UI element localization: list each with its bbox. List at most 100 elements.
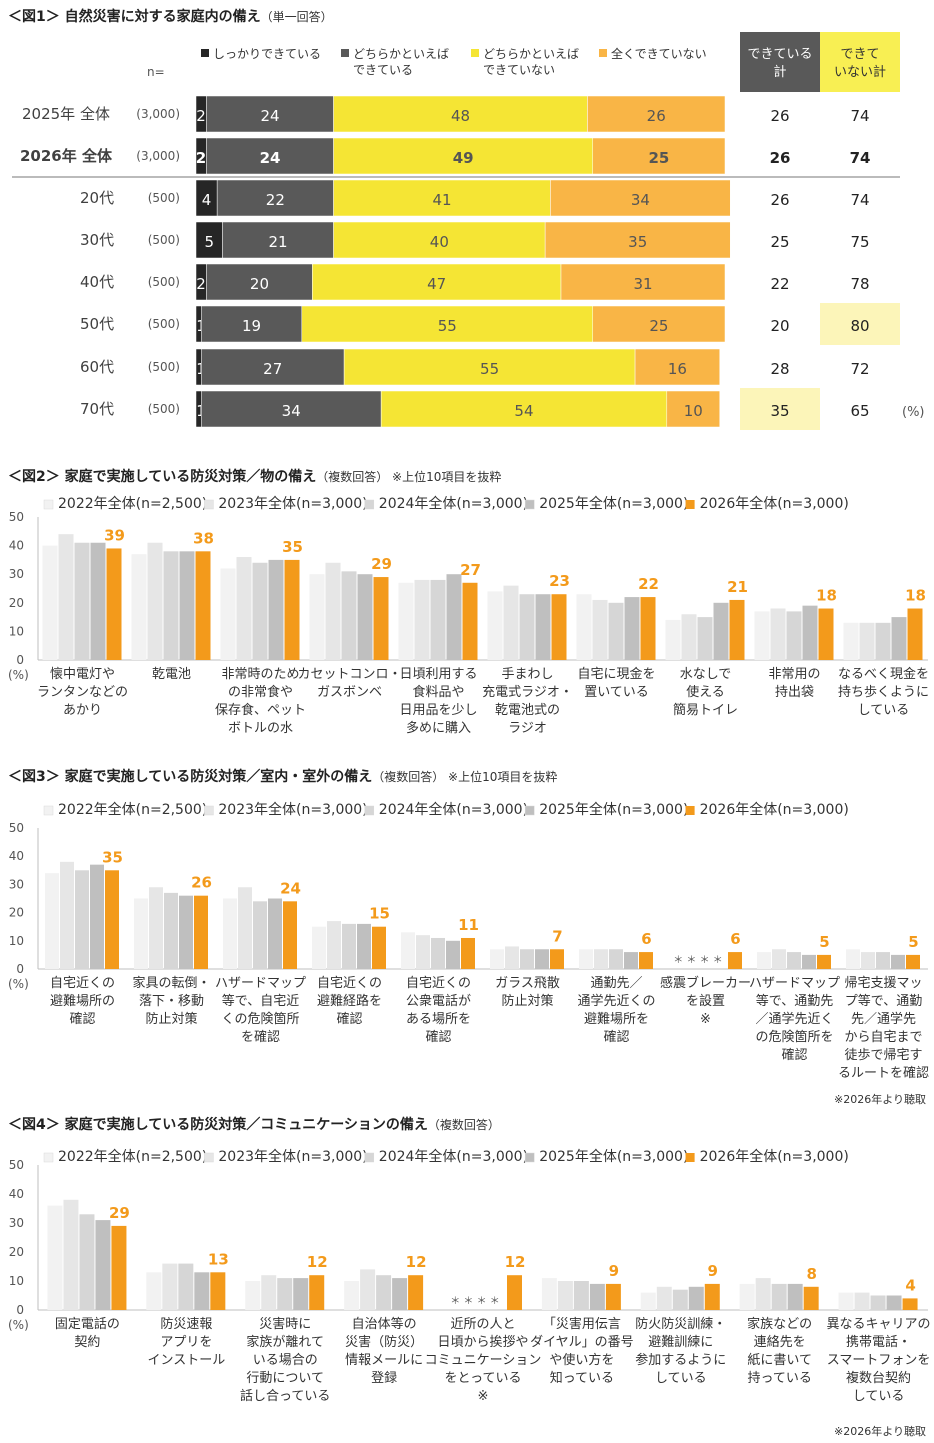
category-label: 日用品を少し — [399, 703, 477, 718]
bar — [253, 901, 267, 969]
legend-label: 2022年全体(n=2,500) — [58, 1148, 207, 1165]
category-label: 避難経路を — [317, 993, 382, 1009]
segment-value: 34 — [631, 191, 650, 209]
bar — [416, 935, 430, 969]
bar — [357, 923, 371, 969]
y-tick-label: 50 — [9, 821, 24, 835]
bar — [846, 949, 860, 969]
col-header-label: できて — [840, 47, 879, 62]
bar — [818, 608, 834, 660]
data-label: 6 — [641, 930, 651, 948]
category-label: ガスボンベ — [317, 685, 382, 700]
legend-swatch — [364, 499, 375, 510]
bar — [47, 1205, 63, 1310]
segment-value: 40 — [430, 233, 449, 251]
category-label: 行動について — [246, 1371, 324, 1386]
unit-label: (%) — [8, 977, 29, 991]
bar — [79, 1214, 95, 1310]
category-label: 食料品や — [412, 684, 464, 700]
bar — [398, 582, 414, 660]
category-label: 災害（防災） — [345, 1334, 423, 1350]
fig4-subtitle: （複数回答） — [427, 1118, 500, 1132]
segment-value: 1 — [196, 360, 206, 378]
row-label: 40代 — [80, 273, 114, 291]
stacked-segment — [592, 137, 726, 175]
category-label: 水なしで — [680, 667, 732, 682]
data-label: 18 — [905, 587, 926, 605]
data-label: 29 — [109, 1204, 130, 1222]
bar — [520, 949, 534, 969]
data-label: 38 — [193, 529, 214, 547]
bar — [728, 952, 742, 969]
col-header-label: いない計 — [834, 64, 886, 80]
row-n: (500) — [148, 275, 180, 289]
done-total: 26 — [770, 149, 791, 167]
bar — [261, 1275, 277, 1310]
category-label: 避難場所を — [584, 1012, 649, 1027]
bar — [245, 1281, 261, 1310]
bar — [891, 617, 907, 660]
bar — [179, 551, 195, 660]
bar — [875, 622, 891, 660]
row-n: (500) — [148, 402, 180, 416]
legend-swatch — [471, 49, 479, 57]
bar — [414, 579, 430, 660]
segment-value: 16 — [668, 360, 687, 378]
bar — [392, 1278, 408, 1310]
data-label: 9 — [708, 1262, 718, 1280]
category-label: 「災害用伝言 — [543, 1316, 621, 1332]
stacked-segment — [201, 390, 382, 428]
bar — [656, 1286, 672, 1310]
category-label: を設置 — [686, 993, 725, 1009]
category-label: 感震ブレーカー — [660, 975, 751, 991]
col-header-label: できている — [747, 47, 812, 62]
bar — [446, 574, 462, 660]
category-label: 通勤先／ — [590, 976, 642, 991]
legend-label: できていない — [483, 63, 555, 77]
stacked-segment — [544, 221, 731, 259]
data-label: 5 — [908, 933, 918, 951]
y-tick-label: 0 — [16, 962, 24, 976]
bar — [576, 594, 592, 660]
bar — [624, 952, 638, 969]
row-label: 70代 — [80, 400, 114, 418]
segment-value: 10 — [684, 402, 703, 420]
legend-swatch — [364, 805, 375, 816]
y-tick-label: 20 — [9, 596, 24, 610]
segment-value: 20 — [250, 275, 269, 293]
bar — [147, 542, 163, 660]
legend-swatch — [685, 500, 695, 509]
bar — [787, 1283, 803, 1310]
data-label: 23 — [549, 572, 570, 590]
legend-label: 2023年全体(n=3,000) — [218, 1148, 367, 1165]
category-label: 自宅近くの — [317, 976, 382, 991]
legend-label: 2026年全体(n=3,000) — [700, 495, 849, 512]
bar — [309, 574, 325, 660]
category-label: 多めに購入 — [406, 720, 471, 736]
bar — [236, 557, 252, 660]
bar — [162, 1263, 178, 1310]
row-n: (500) — [148, 233, 180, 247]
segment-value: 2 — [196, 149, 206, 167]
category-label: 連絡先を — [754, 1334, 806, 1350]
bar — [876, 952, 890, 969]
bar — [843, 622, 859, 660]
data-label: 39 — [104, 526, 125, 544]
done-total: 25 — [770, 233, 789, 251]
bar — [360, 1269, 376, 1310]
row-n: (500) — [148, 191, 180, 205]
segment-value: 4 — [202, 191, 212, 209]
bar — [462, 582, 478, 660]
category-label: 日頃利用する — [399, 667, 477, 682]
stacked-segment — [206, 137, 334, 175]
y-tick-label: 10 — [9, 1274, 24, 1288]
bar — [688, 1286, 704, 1310]
legend-label: どちらかといえば — [353, 47, 449, 61]
bar — [74, 542, 90, 660]
category-label: あかり — [63, 703, 102, 718]
bar — [58, 534, 74, 660]
bar — [640, 597, 656, 660]
stacked-segment — [587, 95, 726, 133]
category-label: るルートを確認 — [838, 1065, 929, 1081]
legend-swatch — [204, 1152, 214, 1163]
